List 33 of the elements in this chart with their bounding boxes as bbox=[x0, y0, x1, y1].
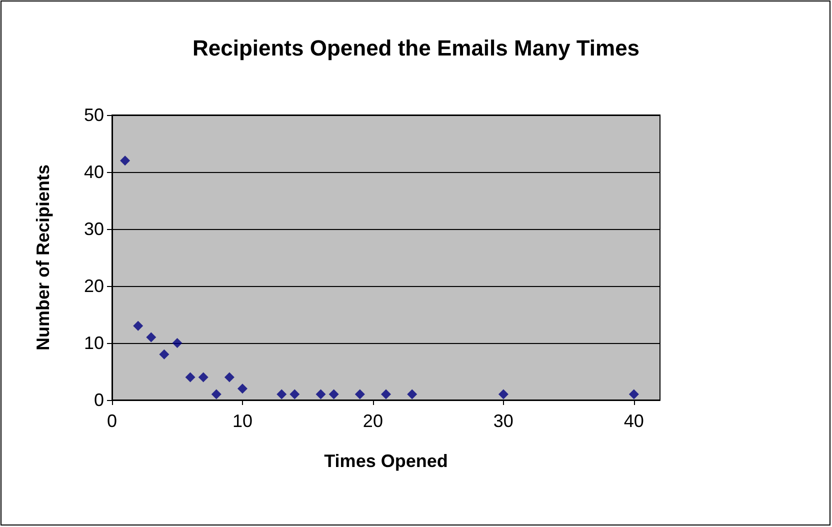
point bbox=[381, 389, 391, 400]
x-axis-title: Times Opened bbox=[324, 451, 448, 471]
point bbox=[224, 372, 234, 382]
point bbox=[354, 389, 365, 400]
point bbox=[407, 389, 418, 400]
chart-title: Recipients Opened the Emails Many Times bbox=[192, 36, 640, 60]
point bbox=[172, 338, 182, 348]
x-tick-label: 0 bbox=[106, 411, 118, 431]
x-tick-label: 10 bbox=[232, 411, 252, 431]
point bbox=[211, 389, 222, 400]
point bbox=[133, 320, 144, 331]
point bbox=[185, 372, 196, 382]
point bbox=[290, 389, 300, 400]
point bbox=[628, 389, 639, 400]
point bbox=[120, 156, 130, 166]
y-axis-title: Number of Recipients bbox=[33, 164, 53, 351]
y-tick-label: 0 bbox=[94, 390, 104, 410]
y-tick-label: 20 bbox=[84, 276, 104, 296]
x-tick-label: 40 bbox=[624, 411, 644, 431]
point bbox=[498, 389, 508, 400]
y-tick-label: 50 bbox=[84, 105, 104, 125]
point bbox=[237, 384, 248, 394]
x-tick-label: 20 bbox=[362, 411, 383, 431]
point bbox=[146, 332, 156, 342]
point bbox=[198, 372, 208, 382]
y-tick-label: 30 bbox=[84, 219, 104, 239]
point bbox=[328, 389, 339, 400]
point bbox=[316, 389, 326, 400]
x-tick-label: 30 bbox=[493, 411, 514, 431]
point bbox=[276, 389, 287, 400]
point bbox=[159, 349, 170, 360]
y-tick-label: 40 bbox=[84, 162, 104, 182]
y-tick-label: 10 bbox=[84, 333, 104, 353]
